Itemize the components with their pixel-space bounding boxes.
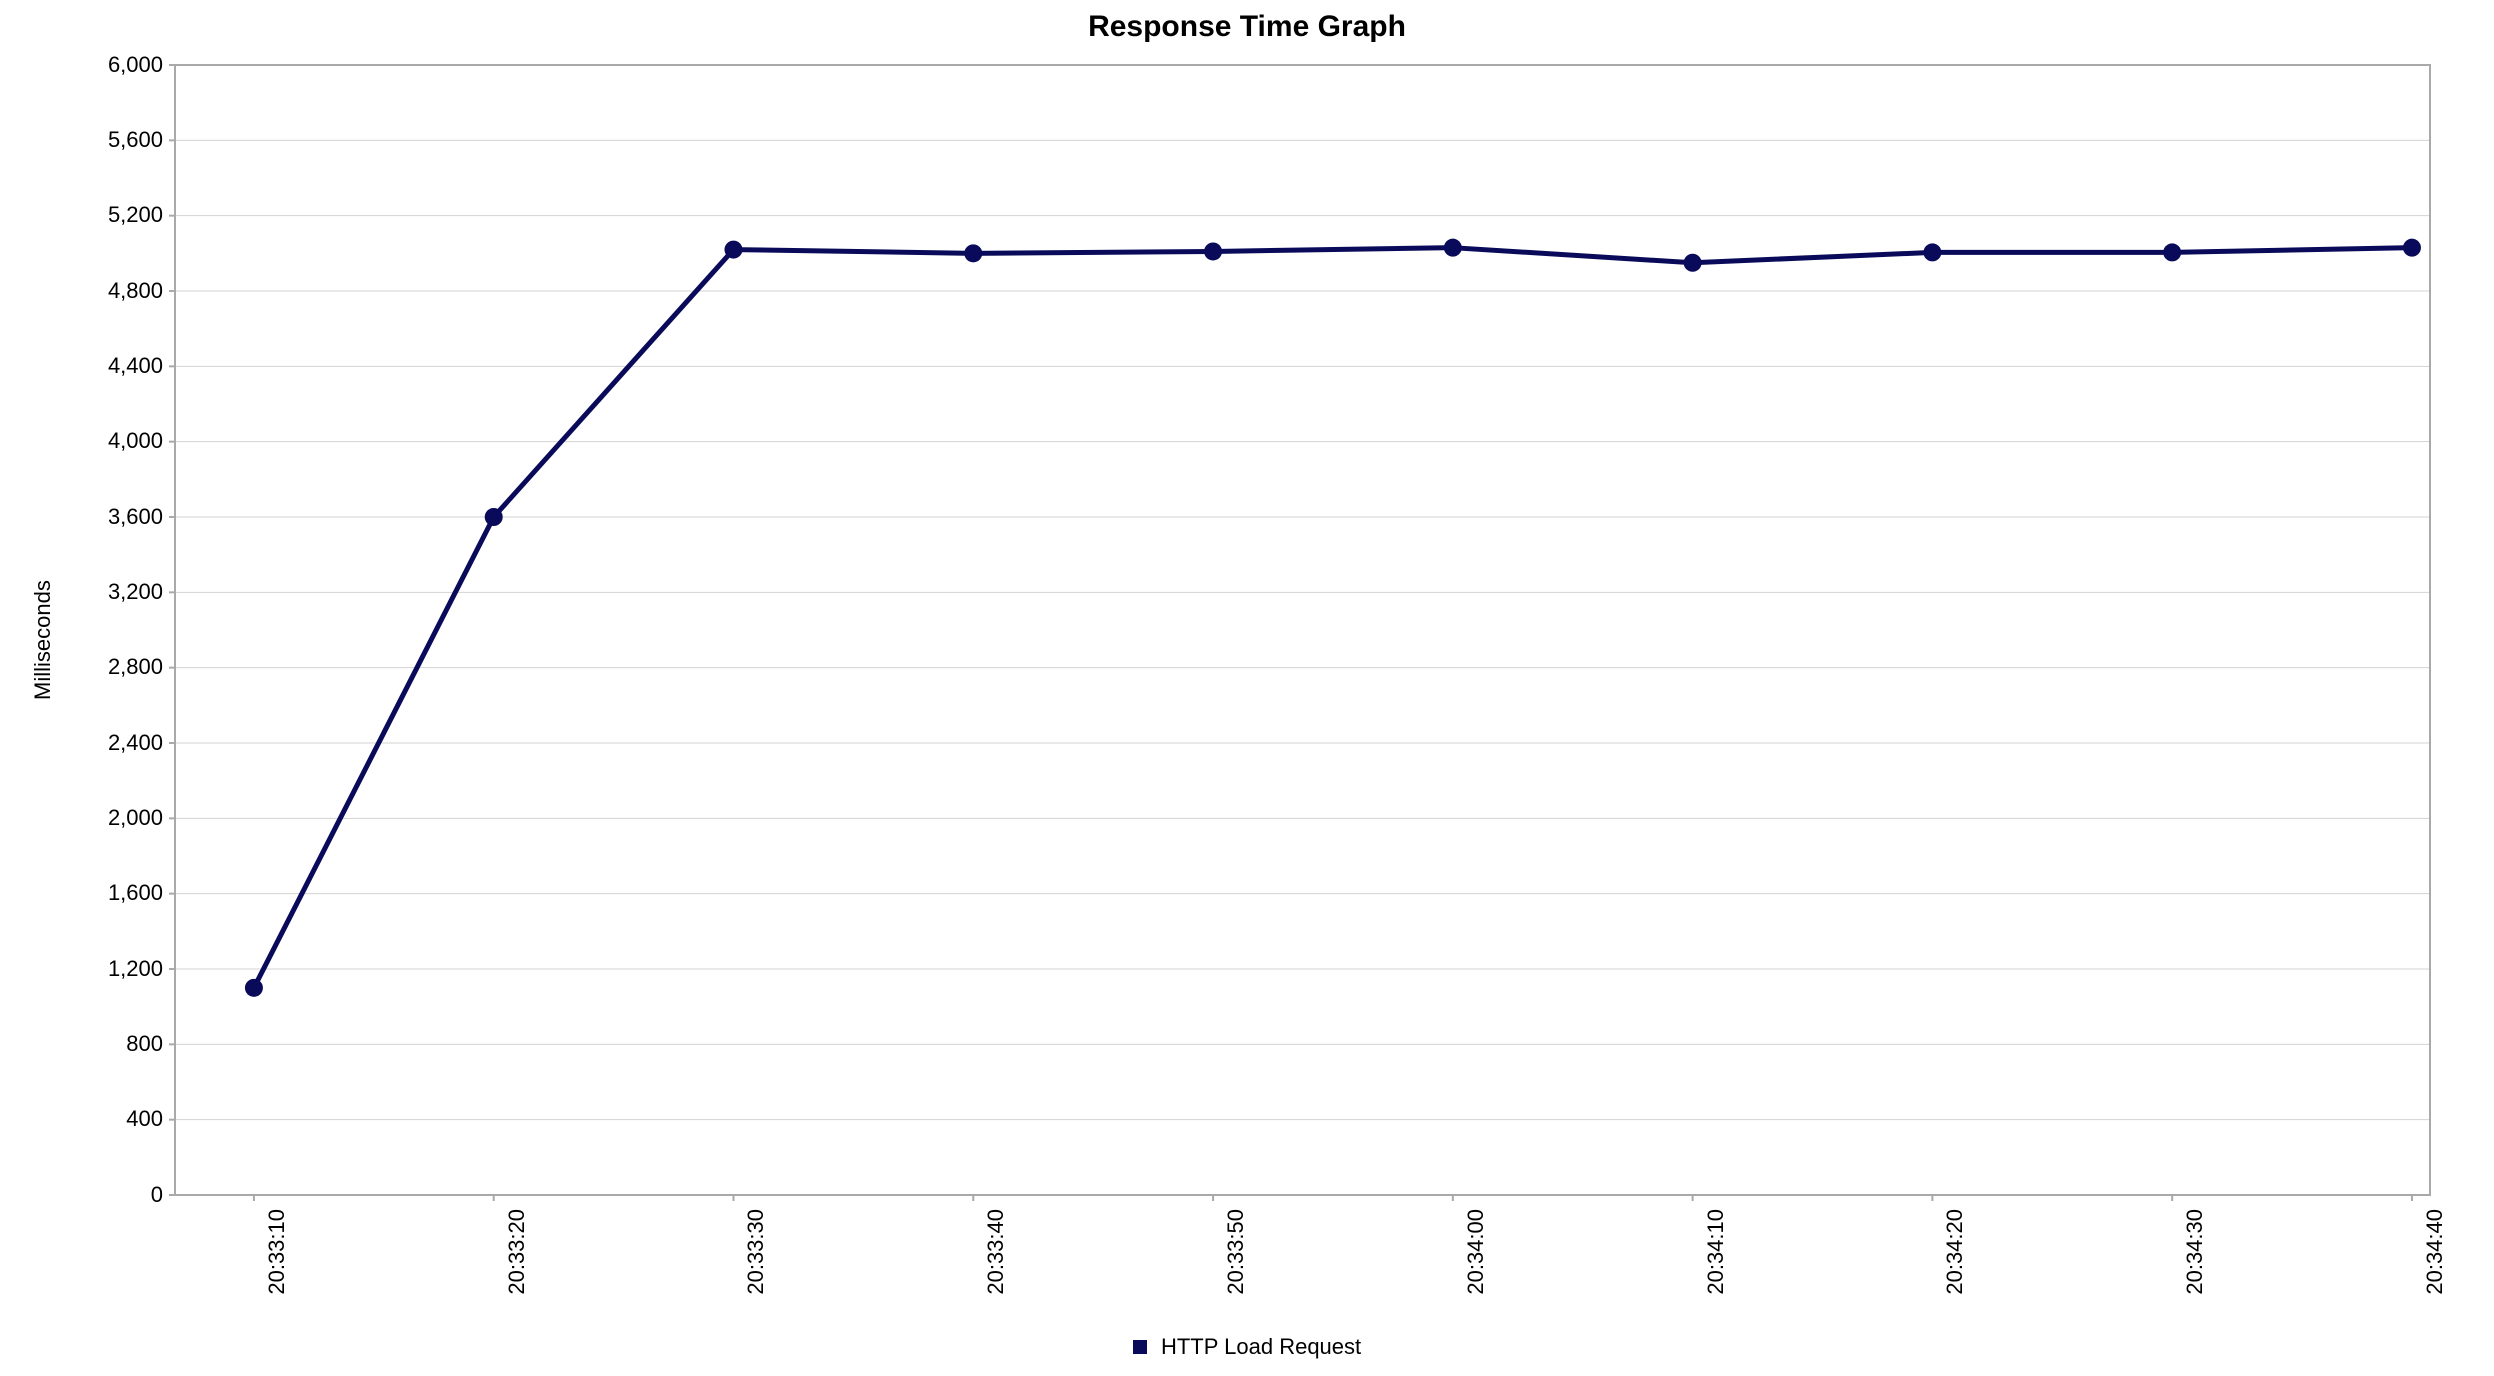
data-point (1444, 239, 1462, 257)
x-tick-label: 20:33:10 (264, 1209, 290, 1309)
y-tick-label: 3,600 (108, 504, 163, 530)
x-tick-label: 20:34:00 (1463, 1209, 1489, 1309)
data-point (1923, 243, 1941, 261)
x-tick-label: 20:33:40 (983, 1209, 1009, 1309)
chart-svg (0, 0, 2494, 1376)
x-tick-label: 20:33:50 (1223, 1209, 1249, 1309)
series-line (254, 248, 2412, 988)
y-tick-label: 5,600 (108, 127, 163, 153)
data-point (724, 241, 742, 259)
chart-legend: HTTP Load Request (0, 1333, 2494, 1360)
data-point (1204, 242, 1222, 260)
x-tick-label: 20:34:30 (2182, 1209, 2208, 1309)
x-tick-label: 20:33:20 (504, 1209, 530, 1309)
data-point (964, 244, 982, 262)
data-point (1684, 254, 1702, 272)
y-tick-label: 5,200 (108, 202, 163, 228)
y-tick-label: 2,800 (108, 654, 163, 680)
y-tick-label: 1,600 (108, 880, 163, 906)
y-tick-label: 400 (126, 1106, 163, 1132)
y-tick-label: 2,000 (108, 805, 163, 831)
y-tick-label: 4,400 (108, 353, 163, 379)
data-point (2163, 243, 2181, 261)
y-tick-label: 0 (151, 1182, 163, 1208)
data-point (245, 979, 263, 997)
x-tick-label: 20:34:20 (1942, 1209, 1968, 1309)
x-tick-label: 20:34:40 (2422, 1209, 2448, 1309)
y-tick-label: 3,200 (108, 579, 163, 605)
y-tick-label: 1,200 (108, 956, 163, 982)
legend-swatch-icon (1133, 1340, 1147, 1354)
data-point (485, 508, 503, 526)
x-tick-label: 20:34:10 (1703, 1209, 1729, 1309)
x-tick-label: 20:33:30 (743, 1209, 769, 1309)
response-time-chart: Response Time Graph Milliseconds HTTP Lo… (0, 0, 2494, 1376)
y-tick-label: 4,800 (108, 278, 163, 304)
y-tick-label: 2,400 (108, 730, 163, 756)
data-point (2403, 239, 2421, 257)
legend-item-label: HTTP Load Request (1161, 1334, 1361, 1360)
y-tick-label: 4,000 (108, 428, 163, 454)
y-tick-label: 800 (126, 1031, 163, 1057)
y-tick-label: 6,000 (108, 52, 163, 78)
